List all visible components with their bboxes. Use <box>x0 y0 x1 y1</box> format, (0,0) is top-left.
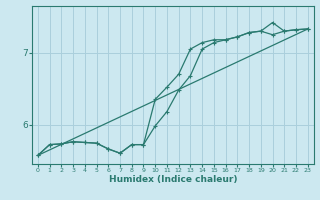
X-axis label: Humidex (Indice chaleur): Humidex (Indice chaleur) <box>108 175 237 184</box>
